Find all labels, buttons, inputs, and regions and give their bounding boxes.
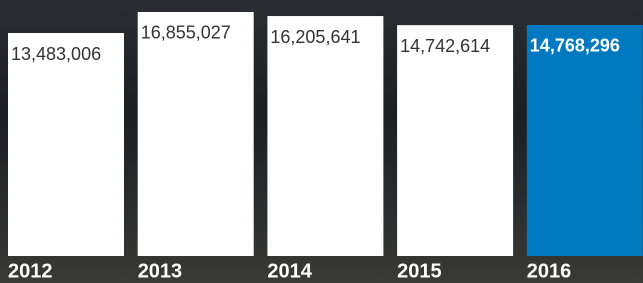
x-tick-label: 2016 — [527, 260, 572, 282]
bar — [527, 25, 643, 256]
bar — [397, 25, 513, 256]
bar — [138, 12, 254, 256]
chart: 13,483,006 2012 16,855,027 2013 16,205,641 20… — [0, 0, 643, 283]
x-tick-label: 2015 — [397, 260, 442, 282]
value-label: 14,742,614 — [400, 36, 490, 56]
value-label: 14,768,296 — [530, 36, 620, 56]
value-label: 16,855,027 — [141, 23, 231, 43]
x-tick-label: 2014 — [267, 260, 312, 282]
bar — [8, 33, 124, 256]
x-tick-label: 2012 — [8, 260, 53, 282]
page: {"chart_data": {"type": "bar", "categori… — [0, 0, 643, 283]
value-label: 16,205,641 — [270, 27, 360, 47]
bar — [267, 16, 383, 256]
x-tick-label: 2013 — [138, 260, 183, 282]
value-label: 13,483,006 — [11, 44, 101, 64]
